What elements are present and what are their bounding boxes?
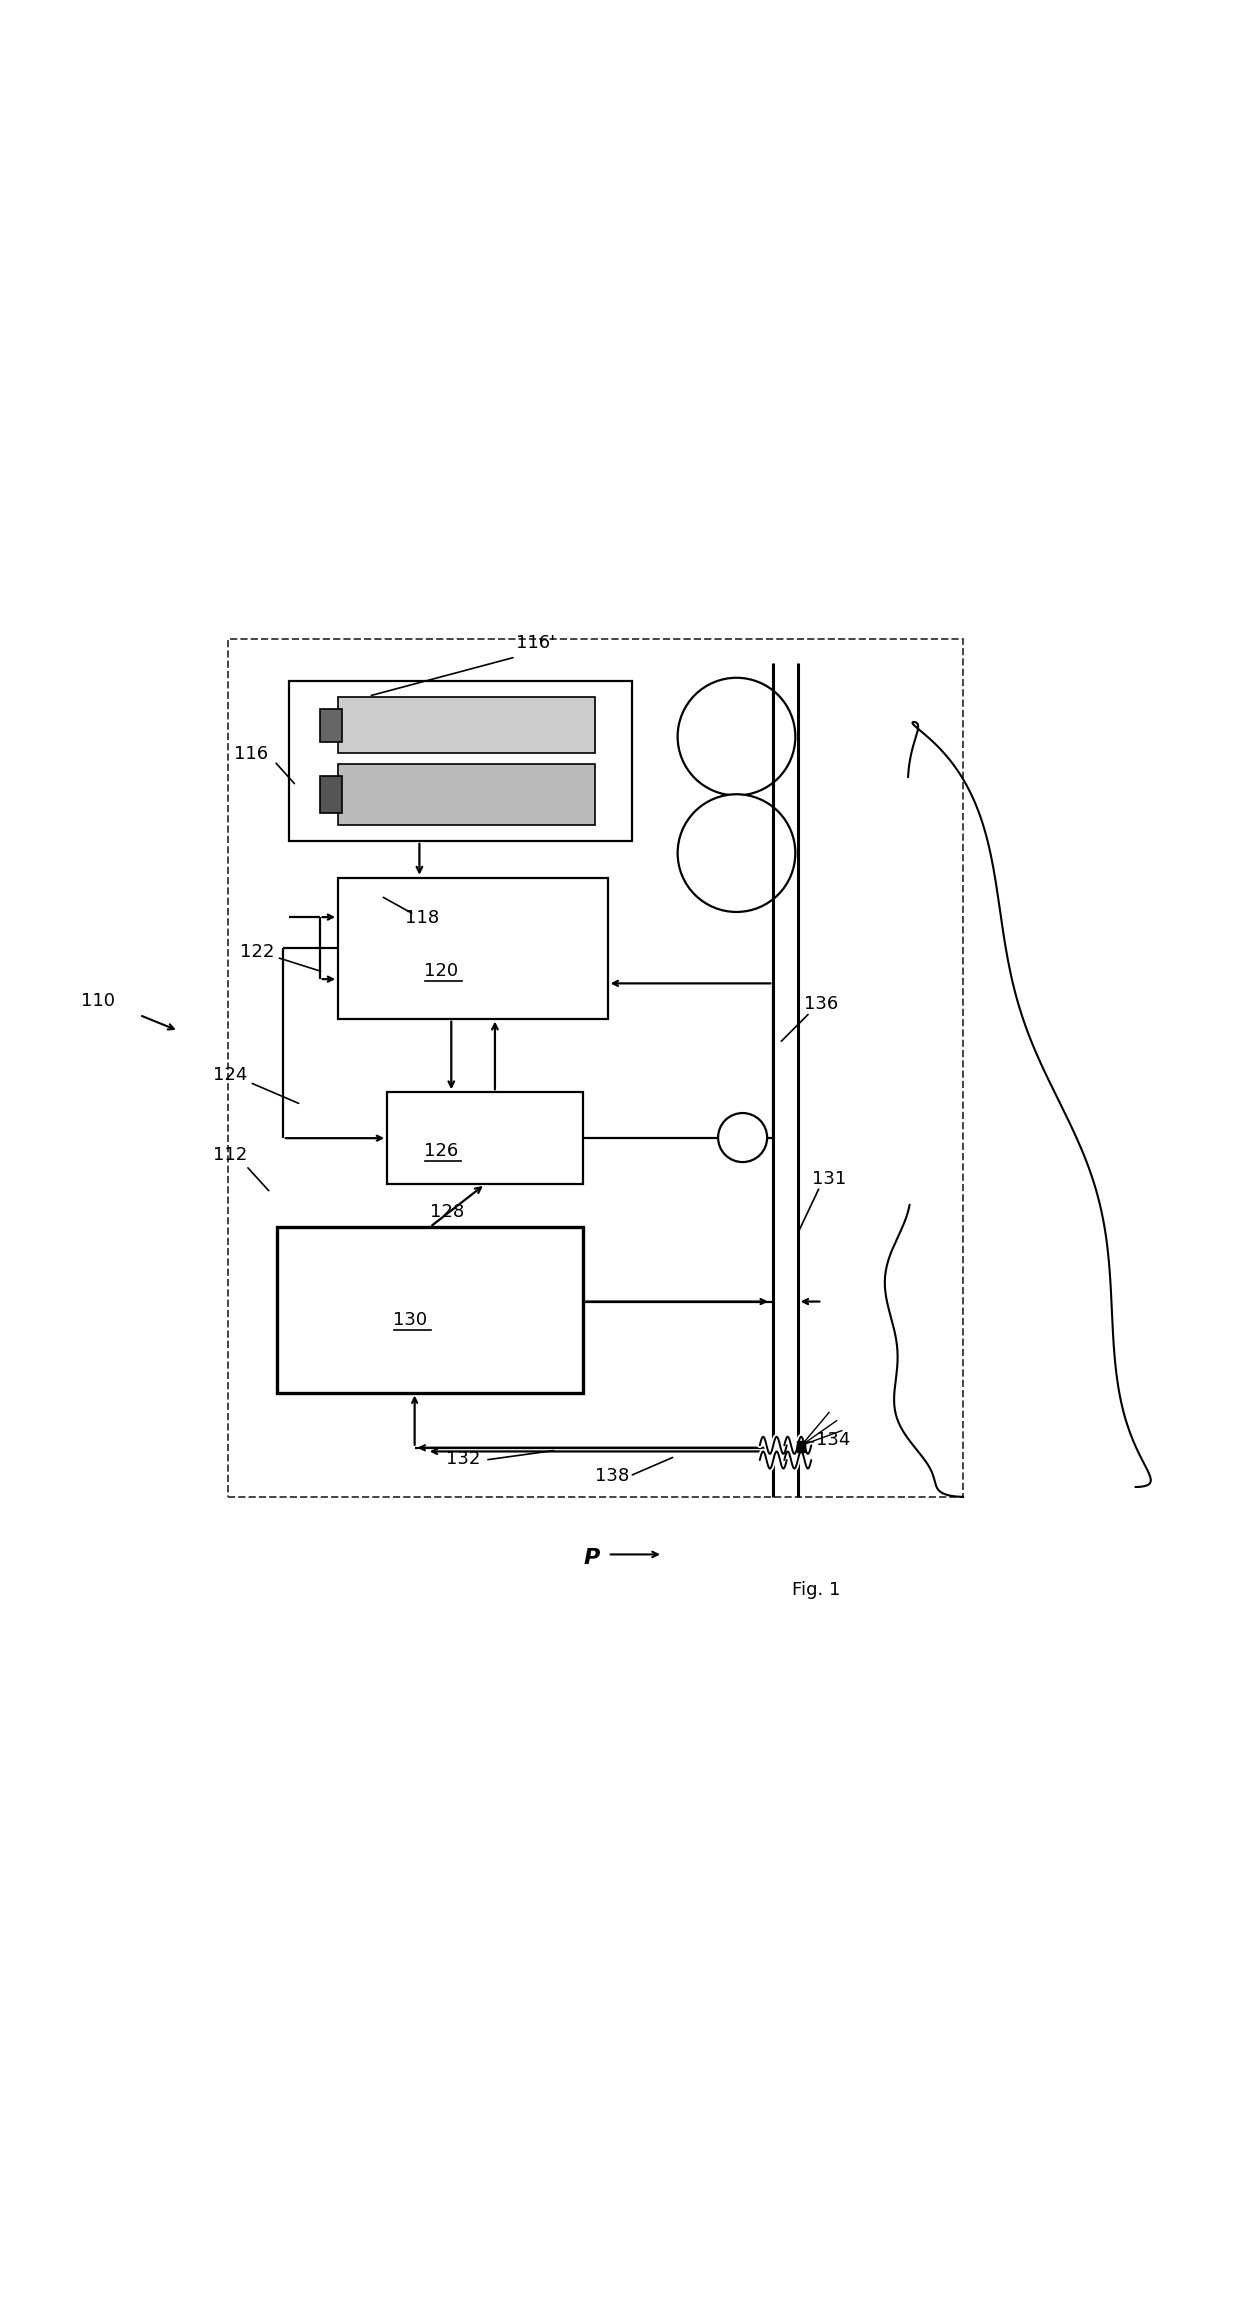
Bar bbox=[320, 777, 342, 812]
Text: 138: 138 bbox=[595, 1467, 630, 1486]
Bar bbox=[228, 639, 963, 1497]
Text: 132: 132 bbox=[446, 1449, 480, 1467]
Bar bbox=[289, 681, 632, 840]
Bar bbox=[339, 697, 595, 752]
Text: 122: 122 bbox=[239, 944, 274, 962]
Text: 110: 110 bbox=[81, 992, 114, 1010]
Text: 116': 116' bbox=[516, 634, 556, 653]
Text: 116: 116 bbox=[234, 745, 268, 764]
Circle shape bbox=[677, 794, 795, 911]
Text: 124: 124 bbox=[213, 1066, 247, 1084]
Text: 120: 120 bbox=[424, 962, 458, 980]
Text: 134: 134 bbox=[816, 1430, 851, 1449]
Circle shape bbox=[677, 678, 795, 796]
Text: 128: 128 bbox=[430, 1204, 464, 1220]
Text: 130: 130 bbox=[393, 1310, 428, 1329]
Bar bbox=[387, 1091, 583, 1183]
Text: P: P bbox=[583, 1548, 599, 1569]
Text: 131: 131 bbox=[812, 1170, 847, 1188]
Text: Fig. 1: Fig. 1 bbox=[791, 1580, 839, 1599]
Text: 112: 112 bbox=[213, 1147, 247, 1163]
Text: 118: 118 bbox=[405, 909, 439, 927]
Text: 126: 126 bbox=[424, 1142, 458, 1160]
Bar bbox=[339, 877, 608, 1020]
Text: 136: 136 bbox=[804, 994, 838, 1013]
Bar bbox=[339, 764, 595, 826]
Bar bbox=[277, 1227, 583, 1393]
Bar bbox=[320, 708, 342, 743]
Circle shape bbox=[718, 1112, 768, 1163]
